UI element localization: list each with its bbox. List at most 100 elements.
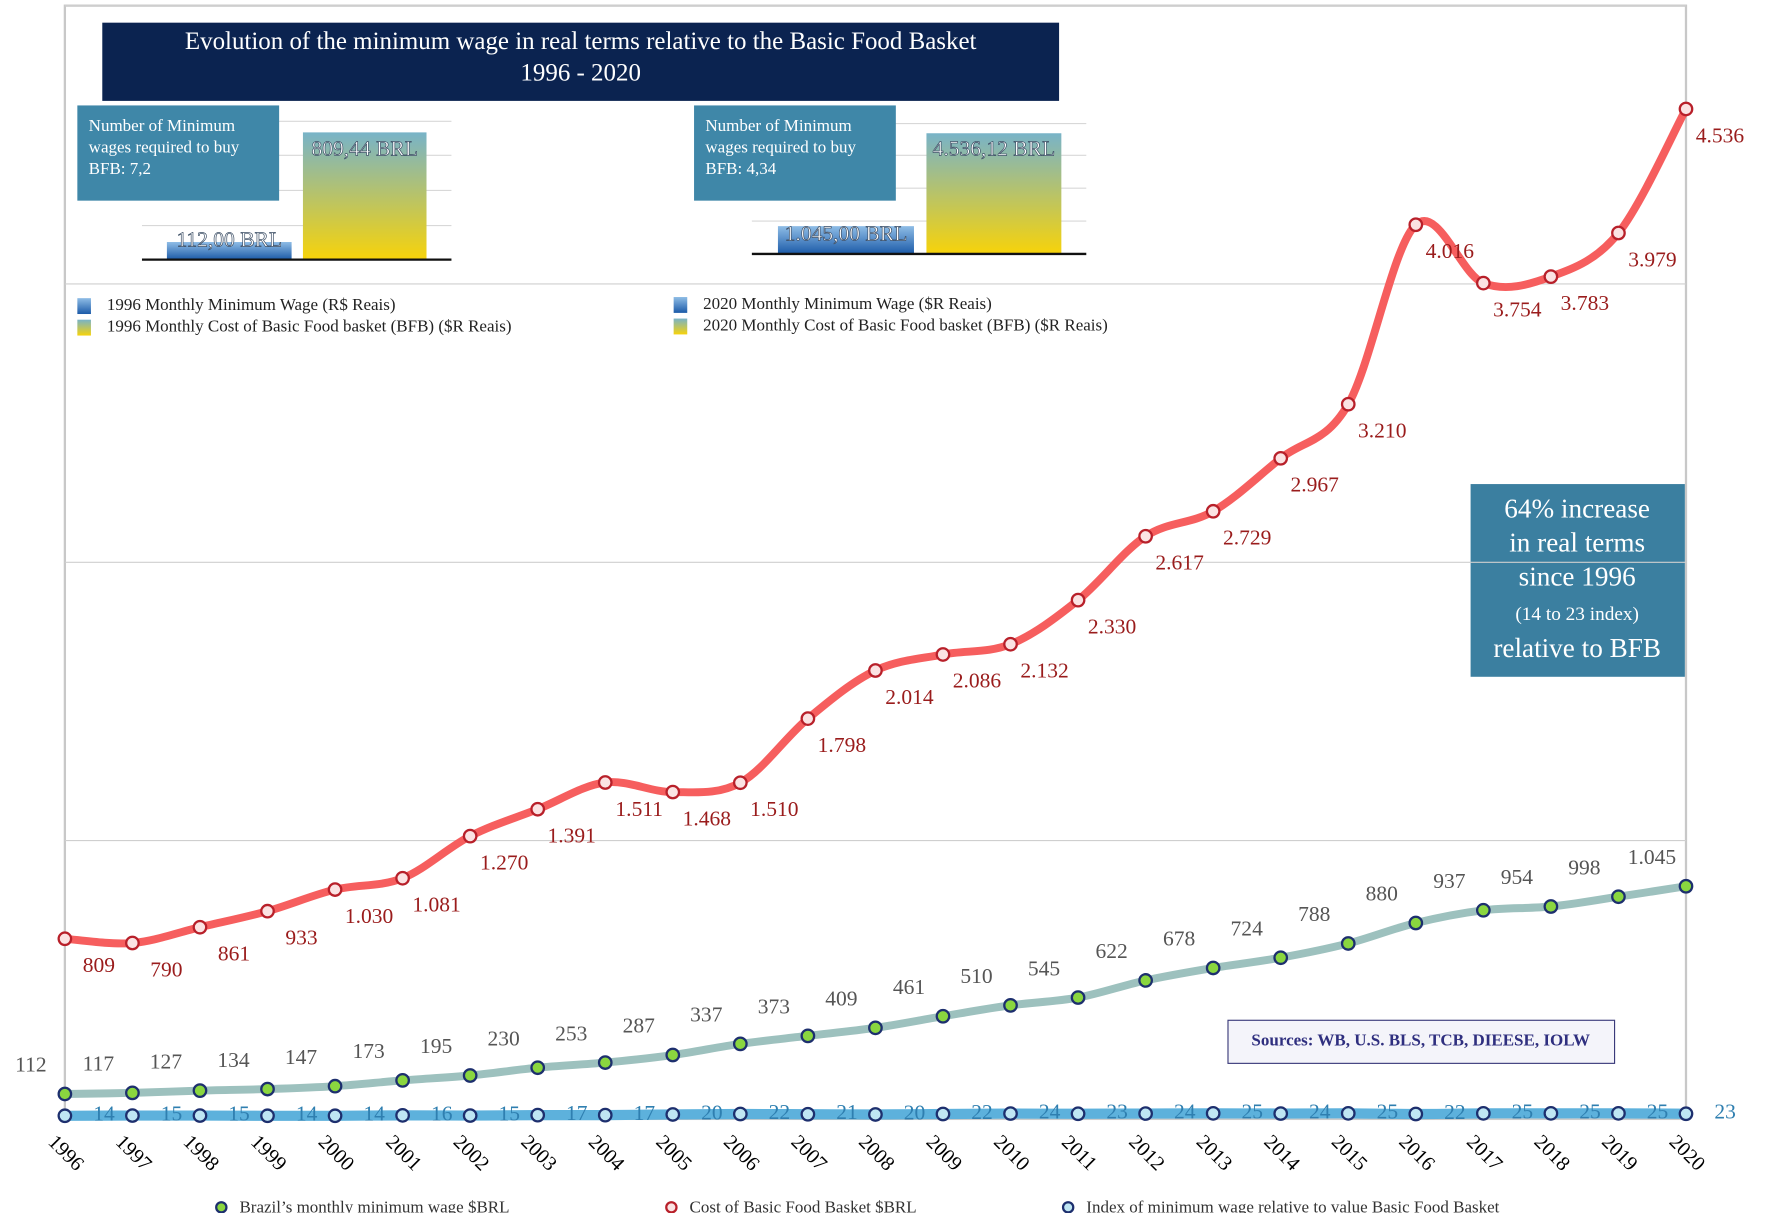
inset-note: wages required to buy <box>705 137 856 156</box>
data-label: 25 <box>1647 1099 1669 1123</box>
series-marker <box>935 1008 951 1024</box>
data-label: 2.132 <box>1020 659 1068 683</box>
series-marker <box>1408 915 1424 931</box>
data-label: 25 <box>1512 1099 1534 1123</box>
series-marker <box>935 647 951 662</box>
series-marker <box>1003 1106 1018 1121</box>
data-label: 195 <box>420 1034 452 1058</box>
data-label: 622 <box>1095 939 1127 963</box>
legend-swatch <box>77 319 91 336</box>
x-tick-label: 2015 <box>1327 1131 1371 1175</box>
data-label: 253 <box>555 1021 587 1045</box>
legend-swatch <box>673 318 688 335</box>
series-marker <box>1340 936 1356 951</box>
data-label: 373 <box>758 995 790 1019</box>
data-label: 1.030 <box>345 904 393 928</box>
x-tick-label: 2012 <box>1124 1131 1168 1175</box>
data-label: 24 <box>1039 1100 1061 1124</box>
series-marker <box>1003 636 1018 652</box>
series-marker <box>1543 899 1559 914</box>
data-label: 998 <box>1568 855 1600 879</box>
series-marker <box>1340 396 1356 412</box>
data-label: 173 <box>352 1039 384 1063</box>
inset-note: wages required to buy <box>89 137 240 156</box>
series-marker <box>57 931 73 947</box>
series-marker <box>192 1108 208 1123</box>
inset-bar <box>926 133 1062 254</box>
x-tick-label: 2003 <box>516 1131 560 1175</box>
x-tick-label: 2011 <box>1057 1131 1101 1175</box>
series-marker <box>125 935 140 951</box>
series-marker <box>1543 1105 1559 1121</box>
data-label: 1.081 <box>412 893 460 917</box>
data-label: 14 <box>93 1102 115 1126</box>
data-label: 25 <box>1242 1099 1264 1123</box>
data-label: 933 <box>285 925 317 949</box>
data-label: 937 <box>1433 869 1466 893</box>
series-marker <box>530 801 546 817</box>
data-label: 230 <box>488 1026 520 1050</box>
data-label: 1.510 <box>750 797 798 821</box>
data-label: 22 <box>769 1100 791 1124</box>
data-label: 287 <box>623 1014 656 1038</box>
data-label: 17 <box>566 1101 588 1125</box>
inset-bar <box>302 132 427 260</box>
x-tick-label: 1999 <box>246 1131 290 1175</box>
series-marker <box>125 1085 140 1101</box>
legend-label: Cost of Basic Food Basket $BRL <box>690 1197 917 1213</box>
series-marker <box>1611 225 1626 241</box>
data-label: 3.754 <box>1493 297 1542 321</box>
data-label: 1.511 <box>615 797 663 821</box>
series-marker <box>57 1086 73 1102</box>
data-label: 25 <box>1377 1099 1399 1123</box>
x-tick-label: 1997 <box>111 1131 155 1175</box>
data-label: 15 <box>161 1102 183 1126</box>
data-label: 25 <box>1579 1099 1601 1123</box>
series-marker <box>935 1106 951 1122</box>
data-label: 880 <box>1366 882 1398 906</box>
data-label: 21 <box>836 1100 858 1124</box>
series-marker <box>1138 973 1153 988</box>
data-label: 134 <box>217 1048 250 1072</box>
series-marker <box>1678 878 1694 894</box>
x-tick-label: 1996 <box>44 1131 88 1175</box>
data-label: 3.210 <box>1358 418 1406 442</box>
series-marker <box>57 1108 73 1124</box>
series-marker <box>530 1107 546 1123</box>
series-marker <box>868 1020 883 1036</box>
series-marker <box>597 775 613 790</box>
series-marker <box>1475 902 1491 918</box>
data-label: 4.016 <box>1426 239 1475 263</box>
x-tick-label: 2004 <box>584 1131 628 1175</box>
data-label: 461 <box>893 975 925 999</box>
x-tick-label: 2017 <box>1462 1131 1506 1175</box>
data-label: 24 <box>1174 1100 1196 1124</box>
sources-box <box>1227 1019 1616 1064</box>
data-label: 127 <box>150 1049 183 1073</box>
series-marker <box>1408 217 1424 233</box>
data-label: 2.617 <box>1155 551 1204 575</box>
series-marker <box>125 1108 140 1123</box>
inset-note: BFB: 7,2 <box>89 159 151 178</box>
data-label: 15 <box>498 1102 520 1126</box>
data-label: 337 <box>690 1003 723 1027</box>
series-marker <box>665 784 681 800</box>
x-tick-label: 2001 <box>381 1131 425 1175</box>
series-marker <box>192 919 208 935</box>
series-marker <box>1678 1106 1694 1122</box>
series-marker <box>1070 1106 1086 1122</box>
x-tick-label: 1998 <box>179 1131 223 1175</box>
inset-bar-label: 809,44 BRL <box>312 137 418 161</box>
legend-label: Brazil’s monthly minimum wage $BRL <box>239 1197 509 1213</box>
series-marker <box>732 1106 748 1122</box>
series-marker <box>665 1107 681 1122</box>
x-tick-label: 2009 <box>922 1131 966 1175</box>
inset-legend-label: 2020 Monthly Cost of Basic Food basket (… <box>703 315 1108 334</box>
series-marker <box>1475 275 1491 291</box>
data-label: 3.979 <box>1628 247 1676 271</box>
data-label: 147 <box>285 1045 318 1069</box>
series-marker <box>665 1047 681 1063</box>
series-marker <box>260 903 275 919</box>
inset-note: Number of Minimum <box>89 116 235 135</box>
